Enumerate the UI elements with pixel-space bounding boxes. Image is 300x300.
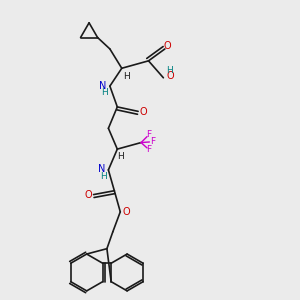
Text: O: O — [122, 207, 130, 218]
Text: H: H — [101, 88, 108, 97]
Text: N: N — [98, 164, 106, 174]
Text: H: H — [167, 66, 173, 75]
Text: F: F — [150, 136, 155, 146]
Text: O: O — [164, 41, 171, 51]
Text: F: F — [146, 130, 151, 139]
Text: O: O — [140, 107, 147, 117]
Text: H: H — [100, 172, 107, 181]
Text: H: H — [118, 152, 124, 161]
Text: H: H — [123, 72, 130, 81]
Text: O: O — [84, 190, 92, 200]
Text: O: O — [166, 71, 174, 81]
Text: N: N — [99, 80, 106, 91]
Text: F: F — [146, 145, 151, 154]
